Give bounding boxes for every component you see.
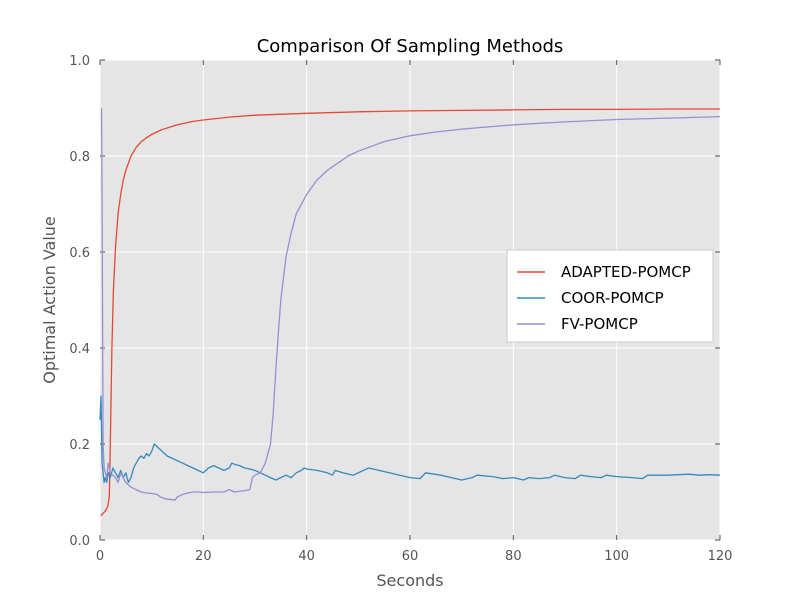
x-tick-label: 80 bbox=[505, 549, 522, 564]
series-line-fv-pomcp bbox=[100, 107, 721, 501]
chart-title: Comparison Of Sampling Methods bbox=[257, 36, 564, 57]
legend-box bbox=[506, 249, 714, 343]
tick-marks bbox=[99, 59, 721, 541]
y-tick-label: 0.0 bbox=[69, 534, 90, 549]
y-tick-label: 0.4 bbox=[69, 342, 90, 357]
x-tick-label: 0 bbox=[96, 549, 104, 564]
legend-label-coor-pomcp: COOR-POMCP bbox=[561, 289, 664, 307]
x-tick-label: 40 bbox=[298, 549, 315, 564]
series-lines bbox=[99, 107, 721, 517]
series-line-coor-pomcp bbox=[99, 395, 721, 484]
y-tick-label: 1.0 bbox=[69, 54, 90, 69]
series-line-adapted-pomcp bbox=[100, 108, 720, 517]
y-tick-label: 0.6 bbox=[69, 246, 90, 261]
y-tick-label: 0.2 bbox=[69, 438, 90, 453]
y-tick-label: 0.8 bbox=[69, 150, 90, 165]
legend-label-fv-pomcp: FV-POMCP bbox=[561, 315, 638, 333]
x-tick-label: 60 bbox=[402, 549, 419, 564]
x-tick-label: 120 bbox=[708, 549, 733, 564]
x-tick-label: 100 bbox=[604, 549, 629, 564]
legend: ADAPTED-POMCP COOR-POMCP FV-POMCP bbox=[506, 249, 714, 343]
tick-labels: 0 20 40 60 80 100 120 0.0 0.2 0.4 0.6 0.8 1.0 bbox=[69, 54, 732, 564]
x-tick-label: 20 bbox=[195, 549, 212, 564]
legend-label-adapted-pomcp: ADAPTED-POMCP bbox=[561, 263, 691, 281]
x-axis-label: Seconds bbox=[376, 571, 443, 590]
y-axis-label: Optimal Action Value bbox=[40, 216, 59, 384]
